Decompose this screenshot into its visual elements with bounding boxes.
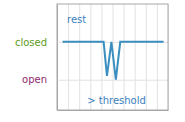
y-tick-label: closed xyxy=(15,37,47,48)
y-tick-label: open xyxy=(22,74,47,85)
y-grid-line xyxy=(57,80,168,81)
y-tick: open xyxy=(22,74,168,85)
chart: closed open rest > threshold xyxy=(0,0,185,122)
x-label: > threshold xyxy=(87,95,146,106)
x-grid-line xyxy=(146,4,147,110)
marks xyxy=(63,42,164,80)
x-tick xyxy=(146,4,147,110)
x-grid-line xyxy=(157,4,158,110)
x-tick xyxy=(157,4,158,110)
y-axis: closed open xyxy=(15,5,168,111)
title: rest xyxy=(67,14,86,25)
plot-frame xyxy=(57,4,168,110)
x-axis xyxy=(58,4,169,111)
line xyxy=(63,42,164,80)
plot: closed open rest > threshold xyxy=(15,4,169,111)
